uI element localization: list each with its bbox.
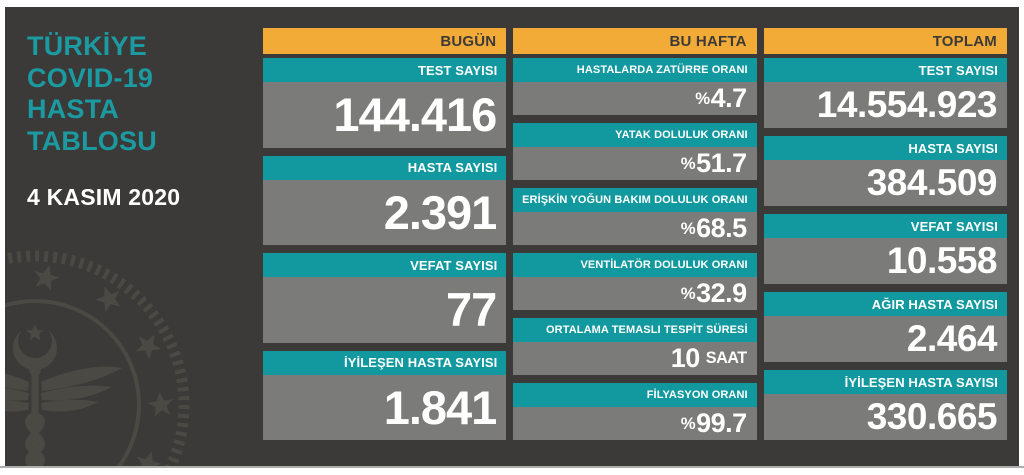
stat-value: % 99.7: [513, 407, 757, 440]
health-ministry-emblem-icon: [5, 250, 190, 466]
stat-label: YATAK DOLULUK ORANI: [513, 123, 757, 147]
stat-label: HASTA SAYISI: [763, 136, 1007, 160]
emblem-caduceus: [5, 324, 122, 466]
stat-card: TEST SAYISI 144.416: [263, 58, 507, 148]
stat-label: VENTİLATÖR DOLULUK ORANI: [513, 253, 757, 277]
column-toplam: TOPLAM TEST SAYISI 14.554.923 HASTA SAYI…: [763, 28, 1007, 440]
percent-sign: %: [695, 88, 710, 108]
stat-card: ERİŞKİN YOĞUN BAKIM DOLULUK ORANI % 68.5: [513, 188, 757, 245]
column-bu-hafta: BU HAFTA HASTALARDA ZATÜRRE ORANI % 4.7 Y…: [513, 28, 757, 440]
stat-card: FİLYASYON ORANI % 99.7: [513, 383, 757, 440]
stat-label: ERİŞKİN YOĞUN BAKIM DOLULUK ORANI: [513, 188, 757, 212]
percent-sign: %: [680, 283, 696, 303]
value-text: 4.7: [710, 83, 748, 113]
value-text: 14.554.923: [816, 84, 998, 125]
value-text: 10: [670, 343, 701, 373]
stat-card: İYİLEŞEN HASTA SAYISI 330.665: [763, 370, 1007, 440]
stat-card: VEFAT SAYISI 10.558: [763, 214, 1007, 284]
value-text: 2.464: [906, 318, 998, 359]
stat-value: % 32.9: [513, 277, 757, 310]
stat-label: VEFAT SAYISI: [763, 214, 1007, 238]
percent-sign: %: [680, 413, 696, 433]
stat-value: 77: [263, 277, 507, 343]
stat-value: % 4.7: [513, 82, 757, 115]
title-line-4: TABLOSU: [27, 125, 157, 156]
sidebar: TÜRKİYE COVID-19 HASTA TABLOSU 4 KASIM 2…: [27, 31, 257, 211]
stat-card: TEST SAYISI 14.554.923: [763, 58, 1007, 128]
stat-card: HASTA SAYISI 2.391: [263, 155, 507, 245]
stat-value: 384.509: [763, 160, 1007, 206]
stat-label: ORTALAMA TEMASLI TESPİT SÜRESİ: [513, 318, 757, 342]
stat-value: 2.464: [763, 316, 1007, 362]
value-text: 68.5: [696, 213, 747, 243]
value-text: 2.391: [383, 185, 498, 239]
stat-label: TEST SAYISI: [763, 58, 1007, 82]
stat-card: YATAK DOLULUK ORANI % 51.7: [513, 123, 757, 180]
column-header-bu-hafta: BU HAFTA: [513, 28, 757, 54]
value-text: 32.9: [696, 278, 747, 308]
column-cards: TEST SAYISI 14.554.923 HASTA SAYISI 384.…: [763, 58, 1007, 440]
stat-card: VENTİLATÖR DOLULUK ORANI % 32.9: [513, 253, 757, 310]
stat-value: 14.554.923: [763, 82, 1007, 128]
title-line-3: HASTA: [27, 94, 119, 125]
stat-columns: BUGÜN TEST SAYISI 144.416 HASTA SAYISI 2…: [263, 28, 1007, 440]
value-text: 10.558: [886, 240, 998, 281]
stat-value: % 68.5: [513, 212, 757, 245]
percent-sign: %: [680, 153, 696, 173]
percent-sign: %: [680, 218, 696, 238]
stat-card: HASTA SAYISI 384.509: [763, 136, 1007, 206]
value-text: 99.7: [696, 408, 747, 438]
stat-card: AĞIR HASTA SAYISI 2.464: [763, 292, 1007, 362]
stat-value: % 51.7: [513, 147, 757, 180]
stat-value: 330.665: [763, 394, 1007, 440]
stat-label: İYİLEŞEN HASTA SAYISI: [263, 350, 507, 375]
stat-label: HASTA SAYISI: [263, 155, 507, 180]
stat-value: 144.416: [263, 82, 507, 148]
stat-value: 2.391: [263, 179, 507, 245]
stat-value: 10 SAAT: [513, 342, 757, 375]
unit-label: SAAT: [705, 349, 747, 367]
page-title: TÜRKİYE COVID-19 HASTA TABLOSU: [27, 31, 257, 157]
value-text: 330.665: [866, 396, 998, 437]
stat-value: 10.558: [763, 238, 1007, 284]
column-cards: TEST SAYISI 144.416 HASTA SAYISI 2.391 V…: [263, 58, 507, 440]
stat-label: TEST SAYISI: [263, 58, 507, 82]
column-bugun: BUGÜN TEST SAYISI 144.416 HASTA SAYISI 2…: [263, 28, 507, 440]
column-header-bugun: BUGÜN: [263, 28, 507, 54]
column-header-toplam: TOPLAM: [763, 28, 1007, 54]
dashboard-panel: TÜRKİYE COVID-19 HASTA TABLOSU 4 KASIM 2…: [5, 7, 1019, 466]
stat-label: İYİLEŞEN HASTA SAYISI: [763, 370, 1007, 394]
page-bottom-edge: [0, 466, 1024, 468]
stat-card: ORTALAMA TEMASLI TESPİT SÜRESİ 10 SAAT: [513, 318, 757, 375]
stat-label: HASTALARDA ZATÜRRE ORANI: [513, 58, 757, 82]
stat-label: FİLYASYON ORANI: [513, 383, 757, 407]
stat-card: VEFAT SAYISI 77: [263, 253, 507, 343]
value-text: 77: [446, 283, 497, 337]
value-text: 144.416: [333, 88, 497, 142]
stat-label: VEFAT SAYISI: [263, 253, 507, 277]
stat-card: HASTALARDA ZATÜRRE ORANI % 4.7: [513, 58, 757, 115]
emblem-stars: [34, 265, 174, 466]
value-text: 1.841: [383, 380, 498, 434]
date-label: 4 KASIM 2020: [27, 184, 181, 211]
stat-label: AĞIR HASTA SAYISI: [763, 292, 1007, 316]
value-text: 51.7: [696, 148, 747, 178]
value-text: 384.509: [866, 162, 998, 203]
title-line-2: COVID-19: [27, 62, 154, 93]
stat-card: İYİLEŞEN HASTA SAYISI 1.841: [263, 350, 507, 440]
stat-value: 1.841: [263, 374, 507, 440]
column-cards: HASTALARDA ZATÜRRE ORANI % 4.7 YATAK DOLU…: [513, 58, 757, 440]
title-line-1: TÜRKİYE: [27, 31, 147, 61]
